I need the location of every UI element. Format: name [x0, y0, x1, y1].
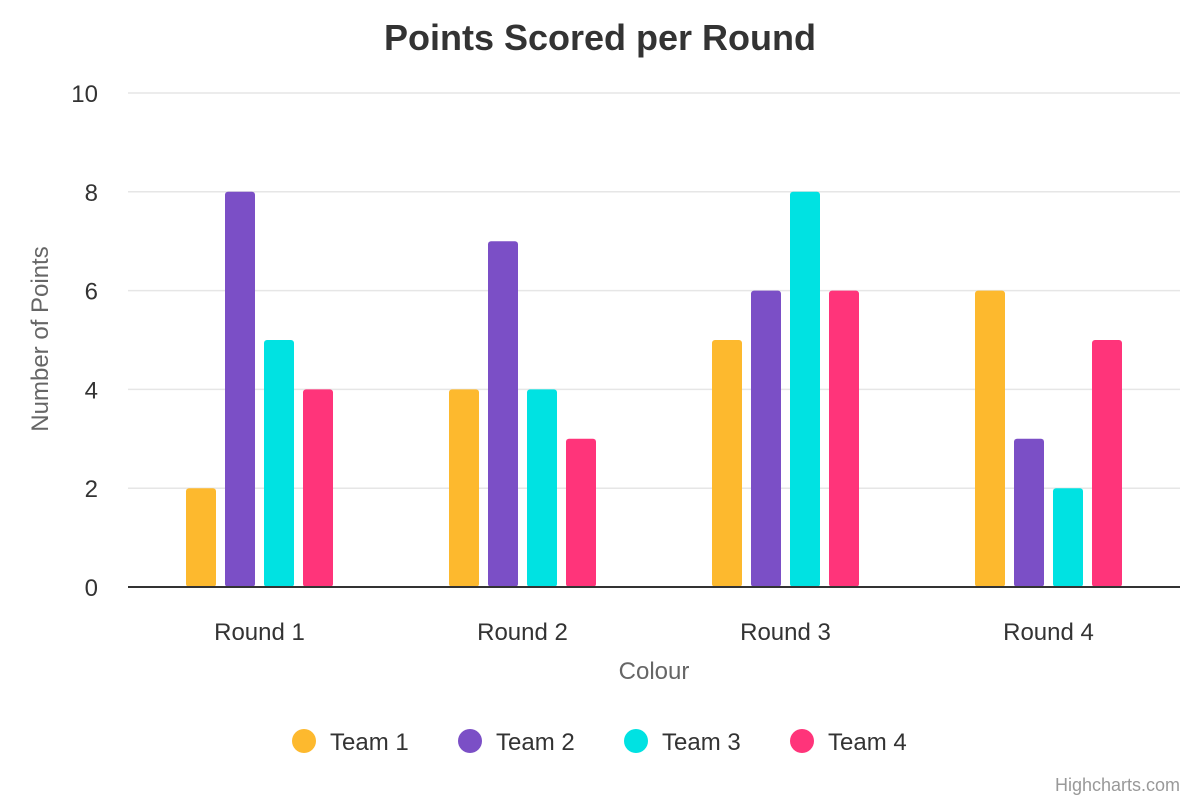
- y-tick-label: 0: [85, 575, 98, 602]
- y-tick-label: 4: [85, 377, 98, 404]
- bar-team-4-round-2[interactable]: [566, 438, 596, 587]
- bar-team-1-round-3[interactable]: [712, 340, 742, 587]
- y-tick-label: 8: [85, 180, 98, 207]
- bar-team-3-round-3[interactable]: [790, 191, 820, 588]
- bar-team-2-round-4[interactable]: [1014, 438, 1044, 587]
- bars: [186, 191, 1122, 588]
- bar-team-1-round-1[interactable]: [186, 488, 216, 587]
- legend-swatch: [790, 729, 814, 753]
- bar-team-4-round-3[interactable]: [829, 290, 859, 587]
- legend: Team 1 Team 2 Team 3 Team 4: [292, 729, 907, 756]
- x-axis-title: Colour: [619, 658, 690, 685]
- bar-team-1-round-2[interactable]: [449, 389, 479, 587]
- x-tick-label: Round 1: [214, 619, 305, 646]
- legend-label: Team 2: [496, 729, 575, 756]
- bar-team-3-round-1[interactable]: [264, 340, 294, 587]
- x-tick-label: Round 3: [740, 619, 831, 646]
- legend-label: Team 3: [662, 729, 741, 756]
- legend-label: Team 4: [828, 729, 907, 756]
- legend-item-team-2[interactable]: Team 2: [458, 729, 575, 756]
- bar-team-2-round-2[interactable]: [488, 241, 518, 587]
- legend-swatch: [624, 729, 648, 753]
- x-axis-ticks: Round 1 Round 2 Round 3 Round 4: [214, 619, 1094, 646]
- legend-swatch: [458, 729, 482, 753]
- bar-team-4-round-4[interactable]: [1092, 340, 1122, 587]
- credits-link[interactable]: Highcharts.com: [1055, 775, 1180, 795]
- bar-team-4-round-1[interactable]: [303, 389, 333, 587]
- legend-item-team-3[interactable]: Team 3: [624, 729, 741, 756]
- bar-team-2-round-3[interactable]: [751, 290, 781, 587]
- legend-label: Team 1: [330, 729, 409, 756]
- y-axis-title: Number of Points: [27, 246, 54, 431]
- legend-swatch: [292, 729, 316, 753]
- bar-team-2-round-1[interactable]: [225, 191, 255, 588]
- bar-team-1-round-4[interactable]: [975, 290, 1005, 587]
- bar-team-3-round-2[interactable]: [527, 389, 557, 587]
- y-tick-label: 2: [85, 476, 98, 503]
- y-tick-label: 6: [85, 279, 98, 306]
- y-axis-ticks: 0 2 4 6 8 10: [71, 81, 98, 602]
- chart-title: Points Scored per Round: [384, 17, 816, 58]
- x-tick-label: Round 4: [1003, 619, 1094, 646]
- x-tick-label: Round 2: [477, 619, 568, 646]
- legend-item-team-1[interactable]: Team 1: [292, 729, 409, 756]
- y-tick-label: 10: [71, 81, 98, 108]
- legend-item-team-4[interactable]: Team 4: [790, 729, 907, 756]
- bar-team-3-round-4[interactable]: [1053, 488, 1083, 587]
